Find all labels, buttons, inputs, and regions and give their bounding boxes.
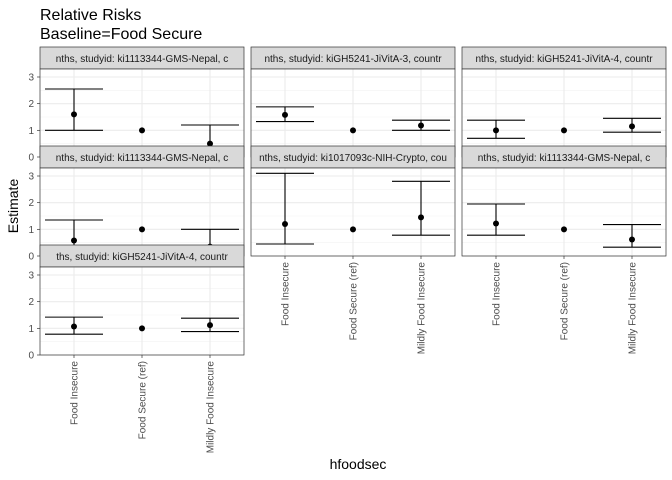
facet-panel: nths, studyid: kiGH5241-JiVitA-4, countr (461, 46, 667, 158)
facet-panel: nths, studyid: ki1017093c-NIH-Crypto, co… (250, 145, 456, 355)
x-tick-label: Food Insecure (70, 361, 81, 425)
strip-label: nths, studyid: kiGH5241-JiVitA-3, countr (264, 54, 442, 65)
estimate-point (629, 123, 635, 130)
facet-panel: nths, studyid: ki1113344-GMS-Nepal, c 0 1 2… (28, 145, 245, 263)
y-tick-label: 1 (28, 126, 34, 137)
estimate-point (139, 127, 145, 134)
x-tick-label: Mildly Food Insecure (206, 361, 217, 454)
chart-title: Relative Risks (40, 7, 141, 24)
x-tick-label: Food Secure (ref) (138, 361, 149, 439)
strip-label: ths, studyid: kiGH5241-JiVitA-4, countr (56, 252, 228, 263)
facet-panels: nths, studyid: ki1113344-GMS-Nepal, c 0 1 2… (28, 46, 667, 454)
estimate-point (139, 325, 145, 332)
y-tick-label: 0 (28, 252, 34, 263)
estimate-point (350, 127, 356, 134)
estimate-point (629, 236, 635, 243)
estimate-point (139, 226, 145, 233)
y-tick-label: 2 (28, 297, 34, 308)
facet-panel: nths, studyid: ki1113344-GMS-Nepal, c Foo… (461, 145, 667, 355)
estimate-point (418, 122, 424, 129)
y-tick-label: 2 (28, 198, 34, 209)
estimate-point (71, 237, 77, 244)
chart-subtitle: Baseline=Food Secure (40, 26, 202, 43)
x-tick-label: Mildly Food Insecure (628, 262, 639, 355)
facet-panel: ths, studyid: kiGH5241-JiVitA-4, countr 0… (28, 244, 245, 454)
estimate-point (207, 322, 213, 329)
strip-label: nths, studyid: ki1113344-GMS-Nepal, c (56, 153, 229, 164)
strip-label: nths, studyid: ki1113344-GMS-Nepal, c (478, 153, 651, 164)
x-tick-label: Food Insecure (281, 262, 292, 326)
estimate-point (561, 127, 567, 134)
strip-label: nths, studyid: ki1113344-GMS-Nepal, c (56, 54, 229, 65)
facet-panel: nths, studyid: kiGH5241-JiVitA-3, countr (250, 46, 456, 158)
estimate-point (71, 111, 77, 118)
y-tick-label: 3 (28, 271, 34, 282)
strip-label: nths, studyid: kiGH5241-JiVitA-4, countr (475, 54, 653, 65)
strip-label: nths, studyid: ki1017093c-NIH-Crypto, co… (259, 153, 447, 164)
estimate-point (71, 323, 77, 330)
estimate-point (561, 226, 567, 233)
y-tick-label: 0 (28, 351, 34, 362)
y-axis-title: Estimate (5, 179, 21, 234)
estimate-point (493, 127, 499, 134)
estimate-point (282, 221, 288, 227)
estimate-point (207, 140, 213, 147)
y-tick-label: 3 (28, 73, 34, 84)
x-tick-label: Mildly Food Insecure (417, 262, 428, 355)
y-tick-label: 2 (28, 99, 34, 110)
y-tick-label: 3 (28, 172, 34, 183)
x-tick-label: Food Secure (ref) (560, 262, 571, 340)
x-tick-label: Food Insecure (492, 262, 503, 326)
estimate-point (282, 111, 288, 118)
x-axis-title: hfoodsec (330, 456, 387, 472)
estimate-point (418, 214, 424, 221)
estimate-point (350, 226, 356, 233)
y-tick-label: 1 (28, 225, 34, 236)
y-tick-label: 0 (28, 153, 34, 164)
y-tick-label: 1 (28, 324, 34, 335)
x-tick-label: Food Secure (ref) (349, 262, 360, 340)
estimate-point (493, 220, 499, 227)
